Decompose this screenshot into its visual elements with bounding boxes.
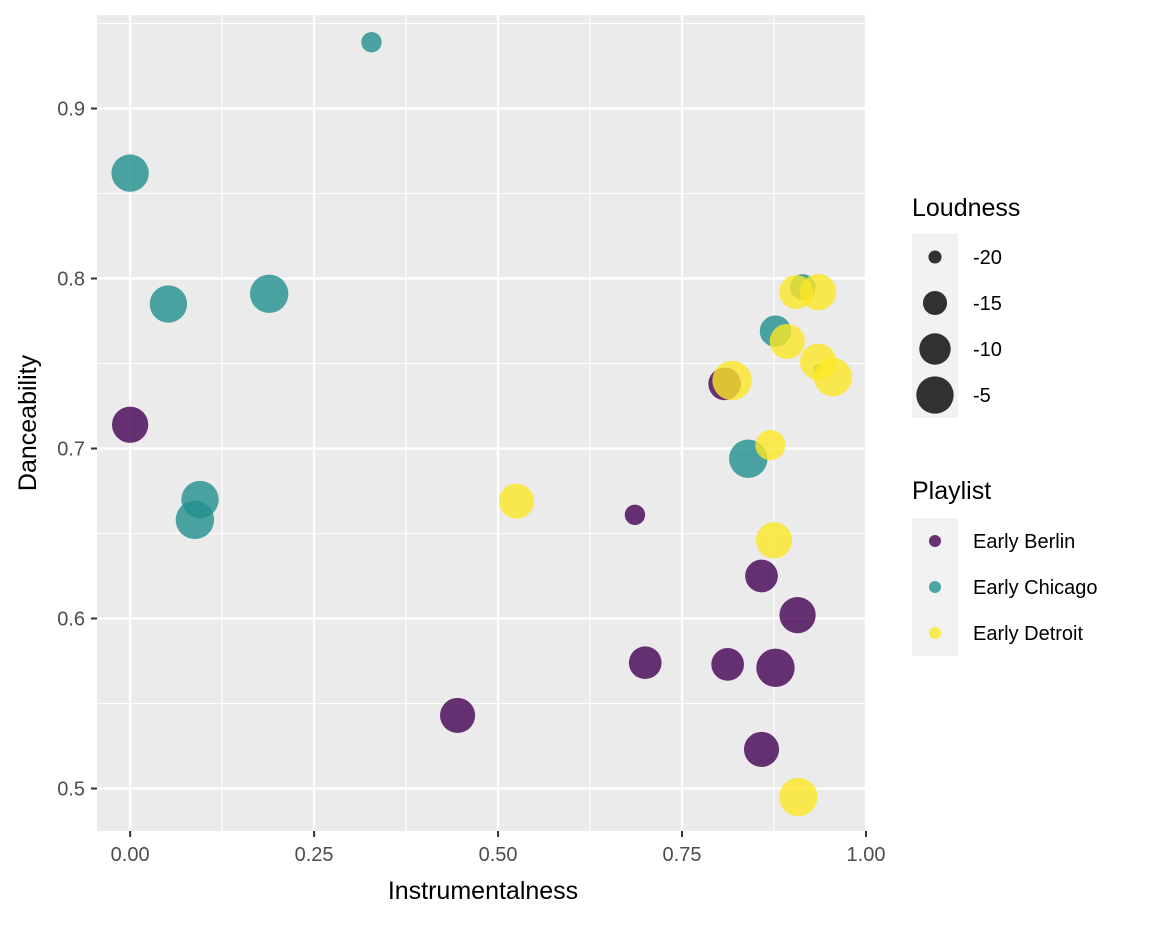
data-point bbox=[800, 273, 837, 311]
size-legend-label: -10 bbox=[973, 339, 1002, 361]
color-legend-key bbox=[929, 627, 941, 639]
color-legend-label: Early Chicago bbox=[973, 577, 1098, 599]
y-tick-label: 0.9 bbox=[57, 99, 85, 121]
x-tick-label: 0.00 bbox=[111, 844, 150, 866]
y-tick-label: 0.8 bbox=[57, 269, 85, 291]
data-point bbox=[111, 154, 149, 192]
data-point bbox=[745, 559, 778, 593]
data-points bbox=[111, 31, 853, 817]
color-legend-title: Playlist bbox=[912, 477, 991, 505]
data-point bbox=[779, 596, 816, 634]
size-legend-key bbox=[916, 376, 954, 414]
data-point bbox=[743, 731, 780, 767]
x-tick-label: 0.25 bbox=[295, 844, 334, 866]
data-point bbox=[769, 323, 805, 359]
size-legend-key bbox=[922, 290, 948, 316]
y-tick-label: 0.5 bbox=[57, 779, 85, 801]
size-legend-key bbox=[928, 250, 942, 264]
x-tick-label: 0.75 bbox=[663, 844, 702, 866]
data-point bbox=[440, 697, 476, 733]
size-legend-label: -5 bbox=[973, 385, 991, 407]
minor-gridlines bbox=[97, 15, 866, 831]
data-point bbox=[149, 285, 188, 323]
color-legend-keys: Early Berlin Early Chicago Early Detroit bbox=[929, 531, 1098, 645]
panel-background bbox=[97, 15, 866, 831]
y-tick-label: 0.7 bbox=[57, 439, 85, 461]
y-axis-title: Danceability bbox=[14, 354, 42, 491]
x-axis-ticks: 0.00 0.25 0.50 0.75 1.00 bbox=[111, 831, 886, 866]
size-legend-label: -20 bbox=[973, 247, 1002, 269]
size-legend-label: -15 bbox=[973, 293, 1002, 315]
color-legend-key bbox=[929, 535, 941, 547]
size-legend-title: Loudness bbox=[912, 194, 1020, 222]
data-point bbox=[111, 406, 149, 443]
size-legend-keys: -20 -15 -10 -5 bbox=[916, 247, 1002, 414]
y-tick-label: 0.6 bbox=[57, 609, 85, 631]
size-legend: Loudness -20 -15 -10 -5 bbox=[912, 194, 1020, 418]
major-gridlines bbox=[97, 15, 868, 831]
data-point bbox=[498, 483, 535, 519]
data-point bbox=[711, 648, 745, 681]
x-tick-label: 1.00 bbox=[847, 844, 886, 866]
x-axis-title: Instrumentalness bbox=[388, 877, 578, 905]
data-point bbox=[813, 357, 853, 397]
color-legend-label: Early Berlin bbox=[973, 531, 1075, 553]
data-point bbox=[756, 648, 795, 688]
data-point bbox=[779, 777, 818, 817]
data-point bbox=[249, 274, 289, 314]
y-axis-ticks: 0.5 0.6 0.7 0.8 0.9 bbox=[57, 99, 97, 801]
data-point bbox=[755, 430, 786, 461]
data-point bbox=[181, 480, 219, 519]
color-legend-key bbox=[929, 581, 941, 593]
data-point bbox=[712, 360, 752, 401]
size-legend-key bbox=[919, 333, 951, 365]
data-point bbox=[361, 31, 382, 53]
data-point bbox=[624, 504, 646, 526]
data-point bbox=[628, 646, 662, 680]
x-tick-label: 0.50 bbox=[479, 844, 518, 866]
color-legend-label: Early Detroit bbox=[973, 623, 1083, 645]
data-point bbox=[755, 522, 793, 559]
